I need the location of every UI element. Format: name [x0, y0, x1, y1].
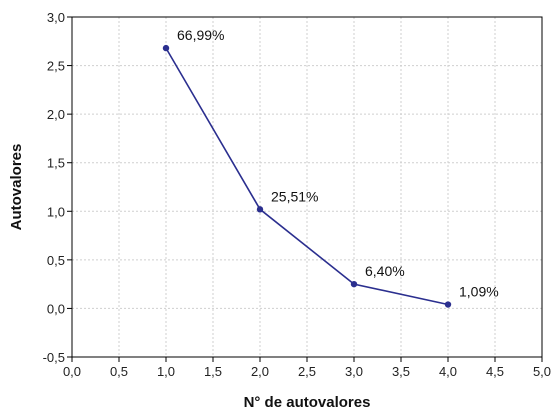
x-tick-label: 0,5: [110, 364, 128, 379]
x-tick-label: 1,0: [157, 364, 175, 379]
x-tick-label: 4,5: [486, 364, 504, 379]
data-point: [350, 280, 358, 288]
y-axis-ticks: -0,5 0,0 0,5 1,0 1,5 2,0 2,5 3,0: [43, 10, 72, 365]
y-tick-label: 2,0: [47, 107, 65, 122]
y-tick-label: 1,5: [47, 156, 65, 171]
y-tick-label: 0,0: [47, 301, 65, 316]
data-label: 66,99%: [177, 27, 224, 43]
y-tick-label: 3,0: [47, 10, 65, 25]
x-tick-label: 1,5: [204, 364, 222, 379]
data-point: [256, 206, 264, 213]
x-tick-label: 2,5: [298, 364, 316, 379]
data-point: [444, 301, 452, 308]
x-axis-ticks: 0,0 0,5 1,0 1,5 2,0 2,5 3,0 3,5 4,0 4,5 5,0: [63, 357, 551, 379]
x-axis-label: N° de autovalores: [244, 394, 371, 411]
grid: [72, 17, 542, 357]
y-tick-label: 2,5: [47, 59, 65, 74]
series-line: [165, 47, 449, 306]
x-tick-label: 5,0: [533, 364, 551, 379]
data-label: 1,09%: [459, 284, 499, 300]
x-tick-label: 0,0: [63, 364, 81, 379]
series: 66,99% 25,51% 6,40% 1,09%: [162, 27, 499, 308]
data-label: 25,51%: [271, 188, 318, 204]
data-point: [162, 44, 170, 52]
y-tick-label: -0,5: [43, 350, 65, 365]
x-tick-label: 3,5: [392, 364, 410, 379]
x-tick-label: 3,0: [345, 364, 363, 379]
y-axis-label: Autovalores: [8, 144, 25, 231]
data-label: 6,40%: [365, 263, 405, 279]
x-tick-label: 4,0: [439, 364, 457, 379]
y-tick-label: 1,0: [47, 204, 65, 219]
y-tick-label: 0,5: [47, 253, 65, 268]
x-tick-label: 2,0: [251, 364, 269, 379]
